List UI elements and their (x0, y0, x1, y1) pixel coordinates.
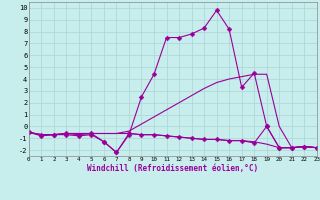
X-axis label: Windchill (Refroidissement éolien,°C): Windchill (Refroidissement éolien,°C) (87, 164, 258, 173)
